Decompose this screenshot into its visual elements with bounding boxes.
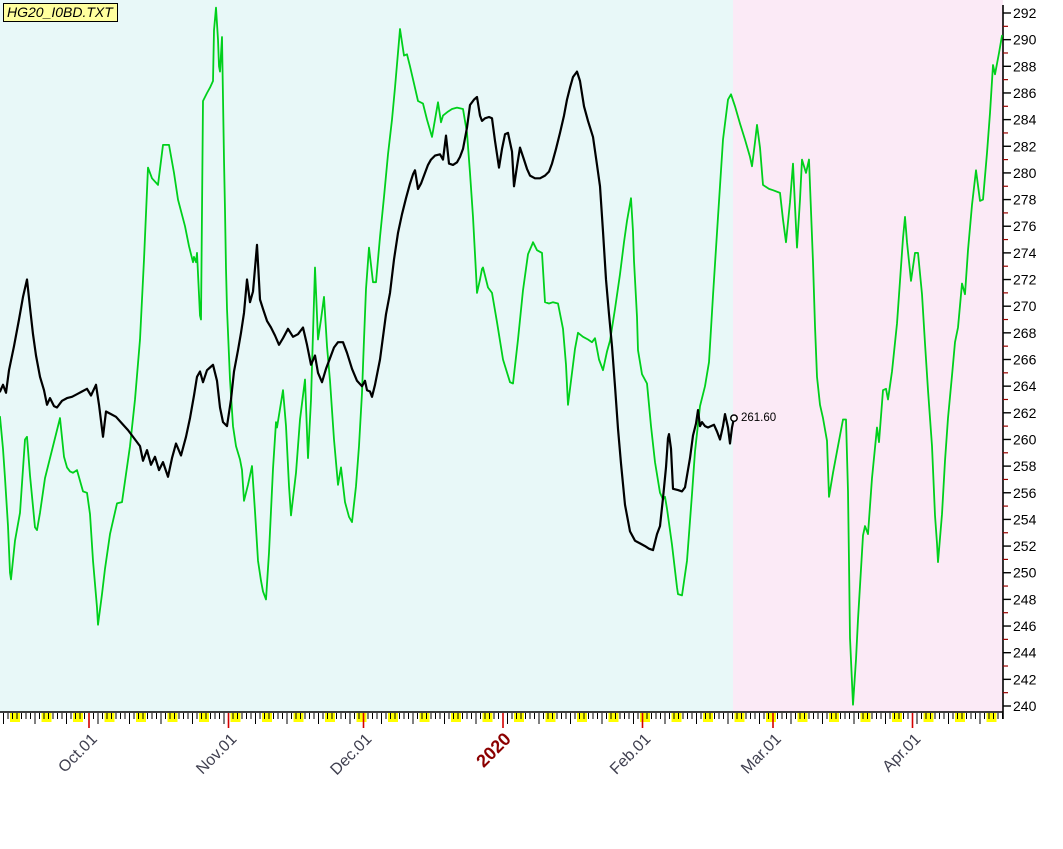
y-tick-label: 252 xyxy=(1013,538,1037,554)
weekend-tick-block xyxy=(104,713,115,722)
weekend-tick-block xyxy=(167,713,178,722)
y-tick-label: 288 xyxy=(1013,58,1037,74)
weekend-tick-block xyxy=(892,713,902,722)
y-tick-label: 292 xyxy=(1013,5,1037,21)
y-tick-label: 284 xyxy=(1013,112,1037,128)
symbol-title-box[interactable]: HG20_I0BD.TXT xyxy=(3,3,118,22)
series-projection_overlay[interactable] xyxy=(0,6,1003,706)
y-tick-label: 272 xyxy=(1013,272,1037,288)
y-tick-label: 246 xyxy=(1013,618,1037,634)
weekend-tick-block xyxy=(388,713,398,722)
weekend-tick-block xyxy=(829,713,839,722)
weekend-tick-block xyxy=(608,713,619,722)
y-tick-label: 286 xyxy=(1013,85,1037,101)
weekend-tick-block xyxy=(451,713,461,722)
weekend-tick-block xyxy=(955,713,965,722)
y-tick-label: 280 xyxy=(1013,165,1037,181)
weekend-tick-block xyxy=(703,713,713,722)
weekend-tick-block xyxy=(514,713,524,722)
y-tick-label: 242 xyxy=(1013,671,1037,687)
x-year-label: 2020 xyxy=(472,729,514,771)
y-tick-label: 268 xyxy=(1013,325,1037,341)
weekend-tick-block xyxy=(766,713,776,722)
y-tick-label: 258 xyxy=(1013,458,1037,474)
x-month-label: Nov.01 xyxy=(193,731,240,778)
y-tick-label: 276 xyxy=(1013,218,1037,234)
y-tick-label: 256 xyxy=(1013,485,1037,501)
weekend-tick-block xyxy=(860,713,871,722)
x-month-label: Apr.01 xyxy=(880,731,925,776)
weekend-tick-block xyxy=(73,713,83,722)
series-price_history[interactable] xyxy=(0,70,736,552)
weekend-tick-block xyxy=(671,713,682,722)
weekend-tick-block xyxy=(230,713,241,722)
region-projection xyxy=(733,0,1003,712)
weekend-tick-block xyxy=(10,713,20,722)
y-tick-label: 248 xyxy=(1013,591,1037,607)
weekend-tick-block xyxy=(419,713,430,722)
y-tick-label: 260 xyxy=(1013,431,1037,447)
x-month-label: Mar.01 xyxy=(738,731,785,778)
weekend-tick-block xyxy=(262,713,272,722)
weekend-tick-block xyxy=(136,713,146,722)
weekend-tick-block xyxy=(797,713,808,722)
y-tick-label: 244 xyxy=(1013,645,1037,661)
y-tick-label: 282 xyxy=(1013,138,1037,154)
weekend-tick-block xyxy=(986,713,997,722)
weekend-tick-block xyxy=(482,713,493,722)
weekend-tick-block xyxy=(325,713,335,722)
region-history xyxy=(0,0,733,712)
x-month-label: Feb.01 xyxy=(607,731,654,778)
weekend-tick-block xyxy=(734,713,745,722)
y-tick-label: 270 xyxy=(1013,298,1037,314)
y-tick-label: 274 xyxy=(1013,245,1037,261)
x-month-label: Oct.01 xyxy=(55,731,100,776)
y-tick-label: 240 xyxy=(1013,698,1037,714)
weekend-tick-block xyxy=(293,713,304,722)
last-price-marker[interactable] xyxy=(730,414,738,423)
y-tick-label: 264 xyxy=(1013,378,1037,394)
weekend-tick-block xyxy=(545,713,556,722)
y-tick-label: 266 xyxy=(1013,352,1037,368)
weekend-tick-block xyxy=(577,713,587,722)
y-tick-label: 290 xyxy=(1013,32,1037,48)
last-price-label: 261.60 xyxy=(741,412,776,424)
y-tick-label: 262 xyxy=(1013,405,1037,421)
x-month-label: Dec.01 xyxy=(327,731,375,779)
weekend-tick-block xyxy=(41,713,52,722)
y-tick-label: 254 xyxy=(1013,511,1037,527)
weekend-tick-block xyxy=(199,713,209,722)
weekend-tick-block xyxy=(640,713,650,722)
weekend-tick-block xyxy=(923,713,934,722)
weekend-tick-block xyxy=(356,713,367,722)
y-tick-label: 250 xyxy=(1013,565,1037,581)
y-tick-label: 278 xyxy=(1013,192,1037,208)
